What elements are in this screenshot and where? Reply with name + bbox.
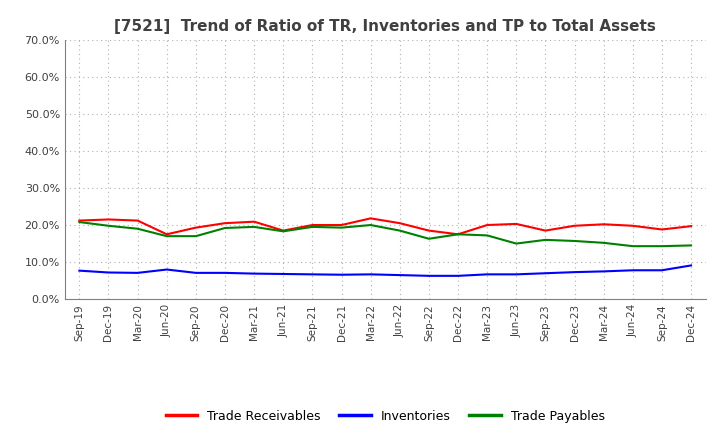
Inventories bbox=[512, 272, 521, 277]
Inventories bbox=[657, 268, 666, 273]
Inventories bbox=[133, 270, 142, 275]
Line: Inventories: Inventories bbox=[79, 265, 691, 276]
Trade Payables bbox=[599, 240, 608, 246]
Trade Receivables bbox=[133, 218, 142, 223]
Trade Payables bbox=[75, 220, 84, 225]
Trade Receivables bbox=[308, 222, 317, 227]
Trade Receivables bbox=[279, 228, 287, 233]
Trade Receivables bbox=[104, 217, 113, 222]
Trade Receivables bbox=[454, 231, 462, 237]
Inventories bbox=[541, 271, 550, 276]
Inventories bbox=[337, 272, 346, 277]
Trade Payables bbox=[308, 224, 317, 230]
Trade Payables bbox=[687, 243, 696, 248]
Inventories bbox=[163, 267, 171, 272]
Trade Payables bbox=[483, 233, 492, 238]
Inventories bbox=[629, 268, 637, 273]
Line: Trade Payables: Trade Payables bbox=[79, 222, 691, 246]
Trade Receivables bbox=[220, 220, 229, 226]
Trade Receivables bbox=[366, 216, 375, 221]
Inventories bbox=[570, 269, 579, 275]
Inventories bbox=[220, 270, 229, 275]
Trade Receivables bbox=[512, 221, 521, 227]
Trade Payables bbox=[220, 225, 229, 231]
Inventories bbox=[454, 273, 462, 279]
Legend: Trade Receivables, Inventories, Trade Payables: Trade Receivables, Inventories, Trade Pa… bbox=[161, 405, 610, 428]
Trade Receivables bbox=[687, 224, 696, 229]
Trade Receivables bbox=[541, 228, 550, 233]
Trade Payables bbox=[337, 225, 346, 230]
Trade Receivables bbox=[395, 220, 404, 226]
Trade Payables bbox=[570, 238, 579, 244]
Trade Payables bbox=[541, 237, 550, 242]
Trade Payables bbox=[512, 241, 521, 246]
Trade Receivables bbox=[657, 227, 666, 232]
Inventories bbox=[599, 269, 608, 274]
Trade Receivables bbox=[337, 222, 346, 227]
Inventories bbox=[308, 272, 317, 277]
Trade Payables bbox=[192, 234, 200, 239]
Trade Receivables bbox=[483, 222, 492, 227]
Trade Receivables bbox=[163, 231, 171, 237]
Trade Receivables bbox=[570, 223, 579, 228]
Inventories bbox=[279, 271, 287, 277]
Trade Receivables bbox=[425, 228, 433, 233]
Trade Payables bbox=[279, 229, 287, 234]
Trade Payables bbox=[395, 228, 404, 233]
Title: [7521]  Trend of Ratio of TR, Inventories and TP to Total Assets: [7521] Trend of Ratio of TR, Inventories… bbox=[114, 19, 656, 34]
Inventories bbox=[192, 270, 200, 275]
Trade Receivables bbox=[75, 218, 84, 223]
Trade Payables bbox=[163, 234, 171, 239]
Inventories bbox=[395, 272, 404, 278]
Trade Payables bbox=[425, 236, 433, 242]
Inventories bbox=[687, 263, 696, 268]
Trade Receivables bbox=[599, 222, 608, 227]
Trade Payables bbox=[454, 231, 462, 237]
Trade Payables bbox=[104, 223, 113, 228]
Trade Payables bbox=[250, 224, 258, 230]
Inventories bbox=[425, 273, 433, 279]
Trade Payables bbox=[366, 222, 375, 227]
Inventories bbox=[104, 270, 113, 275]
Inventories bbox=[250, 271, 258, 276]
Inventories bbox=[75, 268, 84, 273]
Inventories bbox=[483, 272, 492, 277]
Trade Payables bbox=[133, 226, 142, 231]
Line: Trade Receivables: Trade Receivables bbox=[79, 218, 691, 234]
Trade Payables bbox=[657, 243, 666, 249]
Trade Payables bbox=[629, 243, 637, 249]
Inventories bbox=[366, 272, 375, 277]
Trade Receivables bbox=[629, 223, 637, 228]
Trade Receivables bbox=[192, 225, 200, 230]
Trade Receivables bbox=[250, 219, 258, 224]
